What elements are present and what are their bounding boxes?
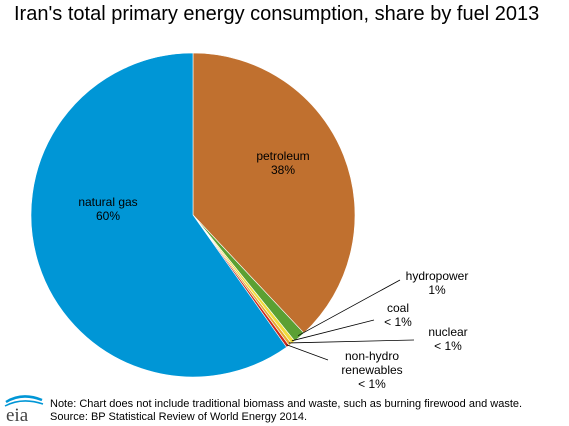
label-coal: coal < 1% [384,301,412,329]
slice-labels: petroleum 38% hydropower 1% coal < 1% nuclear <… [78,149,468,391]
eia-logo: eia [4,395,44,424]
label-petroleum: petroleum 38% [256,149,309,177]
leader-nuclear [289,339,415,344]
leader-non-hydro-renewables [286,344,329,361]
pie-chart: petroleum 38% hydropower 1% coal < 1% nuclear <… [30,52,468,391]
leader-hydropower [297,279,401,337]
slice-petroleum [192,52,356,334]
note-line: Note: Chart does not include traditional… [50,398,523,410]
pie-slices [30,52,356,378]
label-non-hydro-renewables: non-hydro renewables < 1% [341,349,402,391]
label-nuclear: nuclear < 1% [428,325,467,353]
footer: eia Note: Chart does not include traditi… [0,392,569,426]
source-line: Source: BP Statistical Review of World E… [50,411,307,423]
leader-coal [291,319,375,342]
leader-lines [286,279,415,361]
chart-title: Iran's total primary energy consumption,… [14,3,540,25]
slice-natural-gas [30,52,287,378]
eia-logo-text: eia [6,405,29,424]
label-natural-gas: natural gas 60% [78,195,137,223]
label-hydropower: hydropower 1% [406,269,469,297]
footer-note: Note: Chart does not include traditional… [50,398,522,424]
